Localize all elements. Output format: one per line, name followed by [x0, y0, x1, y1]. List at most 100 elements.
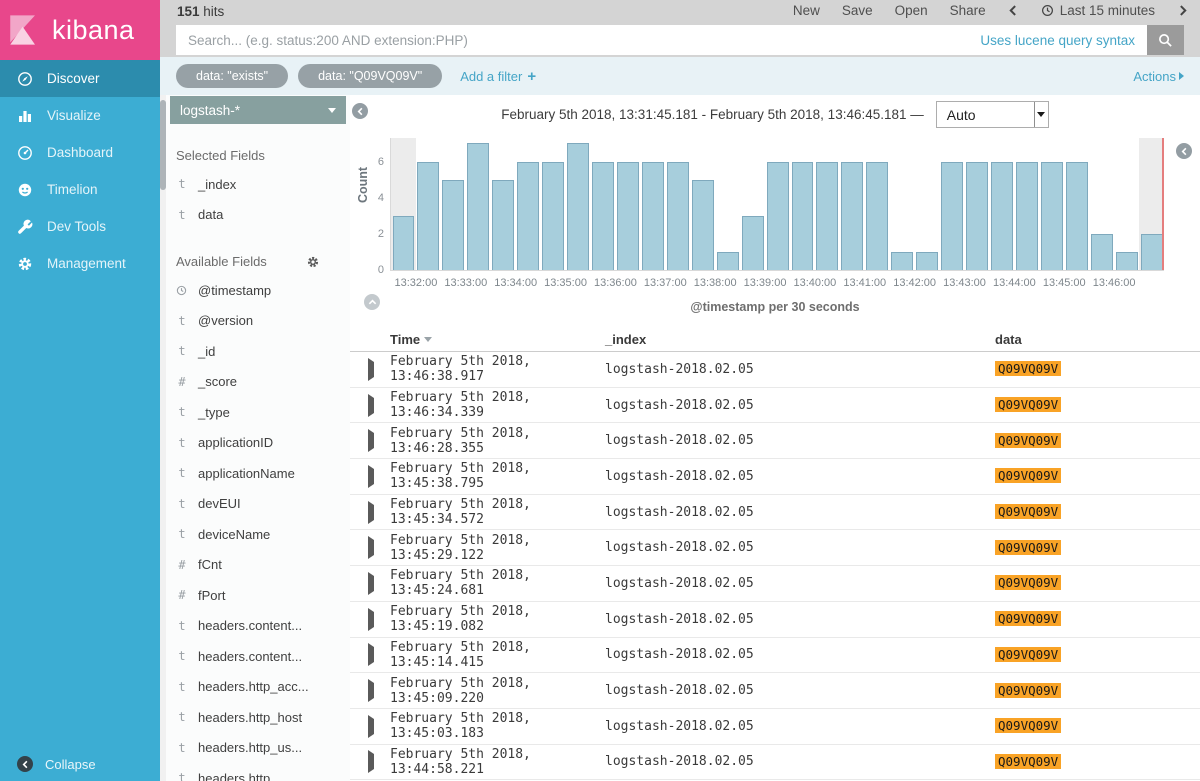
field-item-headers.http_us...[interactable]: theaders.http_us...	[160, 733, 350, 764]
menu-share-button[interactable]: Share	[950, 3, 986, 18]
histogram-bucket-13:36:00[interactable]	[615, 138, 640, 270]
menu-open-button[interactable]: Open	[895, 3, 928, 18]
histogram-bucket-13:44:30[interactable]	[1039, 138, 1064, 270]
column-header-time[interactable]: Time	[390, 332, 605, 347]
documents-table: Time _index data February 5th 2018, 13:4…	[350, 328, 1200, 781]
collapse-chart-chevron-left-icon[interactable]	[1176, 143, 1192, 159]
histogram-bar	[1016, 162, 1038, 270]
field-item-headers.http_host[interactable]: theaders.http_host	[160, 702, 350, 733]
expand-row-caret-icon[interactable]	[368, 536, 374, 559]
histogram-bucket-13:46:00[interactable]	[1114, 138, 1139, 270]
histogram-bucket-13:45:30[interactable]	[1089, 138, 1114, 270]
time-picker-button[interactable]: Last 15 minutes	[1041, 3, 1155, 18]
histogram-bucket-13:38:30[interactable]	[740, 138, 765, 270]
search-input[interactable]	[176, 33, 980, 48]
hits-word: hits	[203, 4, 224, 19]
histogram-bucket-13:41:30[interactable]	[890, 138, 915, 270]
histogram-bucket-13:46:30[interactable]	[1139, 138, 1164, 270]
histogram-bucket-13:39:00[interactable]	[765, 138, 790, 270]
field-item-@version[interactable]: t@version	[160, 306, 350, 337]
histogram-bucket-13:32:00[interactable]	[416, 138, 441, 270]
field-item-headers.content...[interactable]: theaders.content...	[160, 641, 350, 672]
wrench-icon	[17, 219, 33, 235]
x-tick-label: 13:39:00	[744, 277, 787, 289]
field-item-_id[interactable]: t_id	[160, 336, 350, 367]
sidebar-item-timelion[interactable]: Timelion	[0, 171, 160, 208]
expand-row-caret-icon[interactable]	[368, 501, 374, 524]
histogram-bucket-13:44:00[interactable]	[1014, 138, 1039, 270]
field-item-applicationName[interactable]: tapplicationName	[160, 458, 350, 489]
sidebar-collapse-button[interactable]: Collapse	[0, 749, 96, 779]
histogram-bucket-13:34:30[interactable]	[541, 138, 566, 270]
field-item-deviceName[interactable]: tdeviceName	[160, 519, 350, 550]
histogram-bucket-13:37:30[interactable]	[690, 138, 715, 270]
field-item-_index[interactable]: t_index	[160, 169, 350, 200]
expand-row-caret-icon[interactable]	[368, 358, 374, 381]
histogram-bucket-13:40:30[interactable]	[840, 138, 865, 270]
collapse-label: Collapse	[45, 757, 96, 772]
expand-row-caret-icon[interactable]	[368, 643, 374, 666]
lucene-syntax-link[interactable]: Uses lucene query syntax	[980, 33, 1135, 48]
sidebar-item-discover[interactable]: Discover	[0, 60, 160, 97]
time-forward-button[interactable]	[1177, 5, 1188, 16]
histogram-bucket-13:37:00[interactable]	[665, 138, 690, 270]
sidebar-item-management[interactable]: Management	[0, 245, 160, 282]
histogram-bucket-13:45:00[interactable]	[1064, 138, 1089, 270]
histogram-bucket-13:38:00[interactable]	[715, 138, 740, 270]
histogram-bucket-13:39:30[interactable]	[790, 138, 815, 270]
expand-row-caret-icon[interactable]	[368, 429, 374, 452]
search-button[interactable]	[1147, 25, 1184, 55]
sidebar-item-dashboard[interactable]: Dashboard	[0, 134, 160, 171]
histogram-bucket-13:36:30[interactable]	[640, 138, 665, 270]
interval-select[interactable]: Auto	[936, 101, 1049, 128]
histogram-bucket-13:34:00[interactable]	[516, 138, 541, 270]
filter-actions-button[interactable]: Actions	[1133, 69, 1184, 84]
field-item-applicationID[interactable]: tapplicationID	[160, 428, 350, 459]
histogram-bucket-13:33:00[interactable]	[466, 138, 491, 270]
expand-row-caret-icon[interactable]	[368, 394, 374, 417]
expand-row-caret-icon[interactable]	[368, 572, 374, 595]
field-item-headers.http_acc...[interactable]: theaders.http_acc...	[160, 672, 350, 703]
field-settings-gear-icon[interactable]	[306, 255, 320, 269]
histogram-bucket-13:43:30[interactable]	[990, 138, 1015, 270]
histogram-bucket-13:41:00[interactable]	[865, 138, 890, 270]
field-item-devEUI[interactable]: tdevEUI	[160, 489, 350, 520]
histogram-bar	[1041, 162, 1063, 270]
field-item-headers.content...[interactable]: theaders.content...	[160, 611, 350, 642]
expand-row-caret-icon[interactable]	[368, 465, 374, 488]
filter-pill-1[interactable]: data: "Q09VQ09V"	[298, 64, 442, 88]
sidebar-item-visualize[interactable]: Visualize	[0, 97, 160, 134]
field-item-fPort[interactable]: #fPort	[160, 580, 350, 611]
field-item-headers.http...[interactable]: theaders.http...	[160, 763, 350, 781]
filter-pill-0[interactable]: data: "exists"	[176, 64, 288, 88]
kibana-logo-text: kibana	[52, 15, 135, 46]
kibana-logo[interactable]: kibana	[0, 0, 160, 60]
field-item-data[interactable]: tdata	[160, 200, 350, 231]
histogram-bucket-13:35:00[interactable]	[566, 138, 591, 270]
menu-new-button[interactable]: New	[793, 3, 820, 18]
expand-row-caret-icon[interactable]	[368, 750, 374, 773]
menu-save-button[interactable]: Save	[842, 3, 873, 18]
histogram-bucket-13:40:00[interactable]	[815, 138, 840, 270]
collapse-histogram-chevron-up-icon[interactable]	[364, 294, 380, 310]
histogram-bucket-13:42:00[interactable]	[915, 138, 940, 270]
histogram-bucket-13:43:00[interactable]	[965, 138, 990, 270]
index-pattern-selector[interactable]: logstash-*	[170, 96, 346, 124]
sidebar-item-dev-tools[interactable]: Dev Tools	[0, 208, 160, 245]
field-item-_score[interactable]: #_score	[160, 367, 350, 398]
histogram-bucket-13:42:30[interactable]	[940, 138, 965, 270]
histogram-bucket-13:33:30[interactable]	[491, 138, 516, 270]
expand-row-caret-icon[interactable]	[368, 608, 374, 631]
histogram-bucket-13:35:30[interactable]	[591, 138, 616, 270]
add-filter-button[interactable]: Add a filter +	[460, 68, 536, 85]
expand-row-caret-icon[interactable]	[368, 679, 374, 702]
time-back-button[interactable]	[1008, 5, 1019, 16]
field-item-@timestamp[interactable]: @timestamp	[160, 275, 350, 306]
expand-row-caret-icon[interactable]	[368, 715, 374, 738]
histogram-bucket-13:32:30[interactable]	[441, 138, 466, 270]
histogram-bucket-13:31:30[interactable]	[391, 138, 416, 270]
scrollbar-thumb[interactable]	[160, 100, 166, 190]
available-fields-heading: Available Fields	[176, 254, 334, 269]
field-item-_type[interactable]: t_type	[160, 397, 350, 428]
field-item-fCnt[interactable]: #fCnt	[160, 550, 350, 581]
